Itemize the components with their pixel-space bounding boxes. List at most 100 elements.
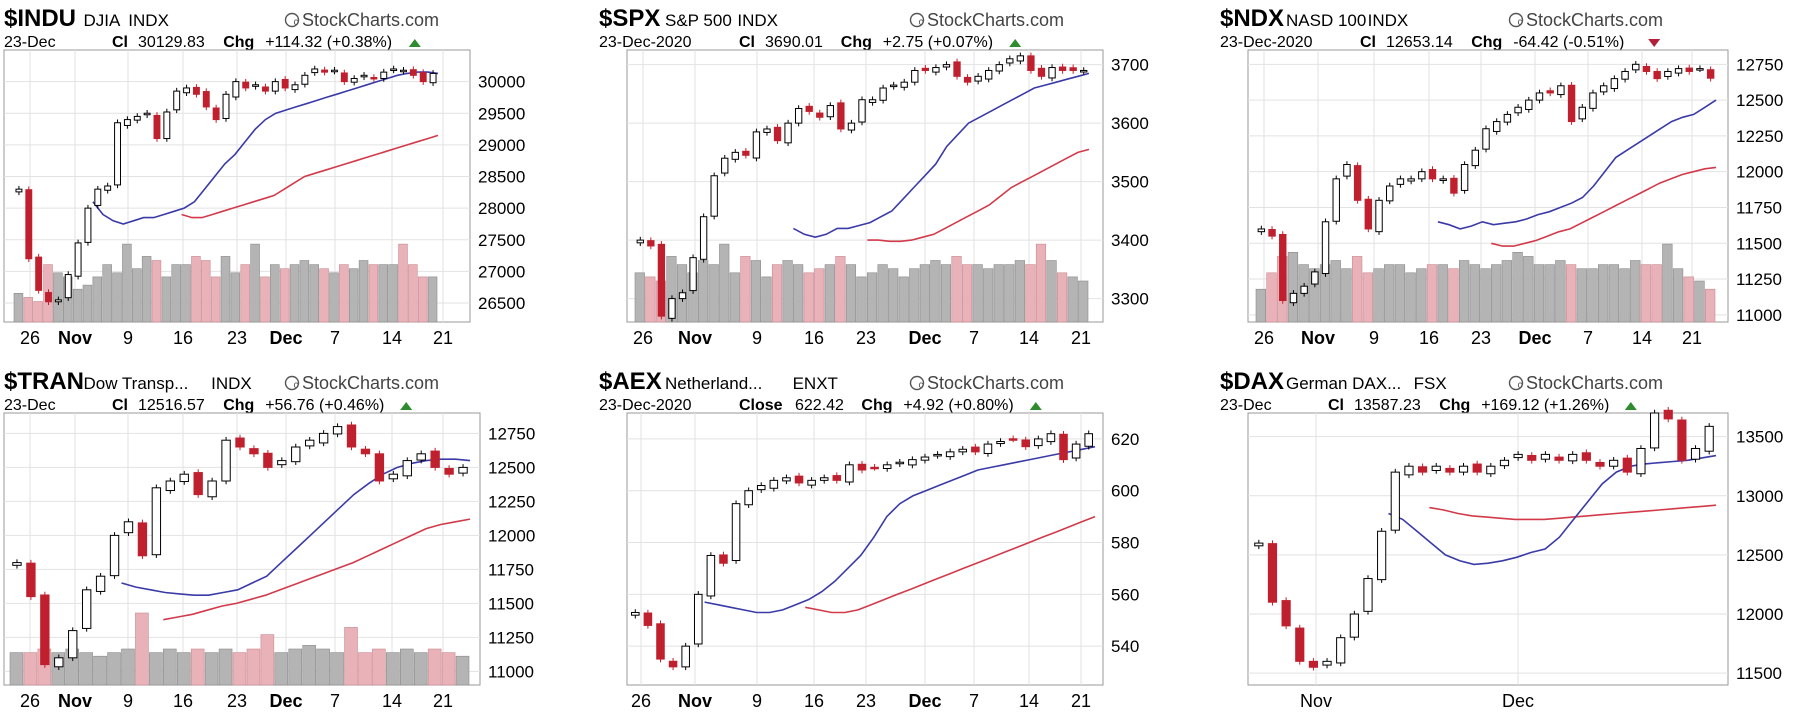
candle-body — [668, 660, 678, 668]
x-tick-label: 7 — [330, 691, 340, 711]
volume-bar — [750, 260, 761, 323]
volume-bar — [181, 264, 191, 323]
y-tick-label: 11250 — [1736, 270, 1782, 289]
chart-panel-indu: $INDU DJIA INDX c StockCharts.com 23-Dec Cl 301… — [0, 0, 584, 358]
volume-bar — [1587, 268, 1598, 323]
copyright-glyph: c — [294, 17, 299, 28]
x-tick-label: Nov — [1300, 691, 1332, 711]
x-tick-label: 14 — [1632, 328, 1652, 348]
candle-body — [94, 188, 102, 206]
volume-bar — [398, 243, 408, 323]
volume-bar — [9, 652, 24, 686]
candle-body — [832, 475, 842, 481]
chart-date: 23-Dec — [4, 34, 56, 51]
volume-bar — [1341, 268, 1352, 323]
volume-bar — [1266, 272, 1277, 323]
x-tick-label: 9 — [752, 328, 762, 348]
volume-bar — [1309, 268, 1320, 323]
volume-bar — [23, 297, 34, 323]
candle-body — [1364, 198, 1373, 230]
volume-bar — [1512, 252, 1523, 323]
plot-area — [3, 412, 481, 686]
volume-bar — [803, 272, 814, 323]
candle-body — [1343, 164, 1351, 177]
y-tick-label: 12750 — [1736, 55, 1783, 74]
candle-body — [40, 594, 50, 666]
candle-body — [123, 521, 134, 534]
candle-body — [25, 189, 33, 260]
candle-body — [1254, 542, 1264, 547]
x-tick-label: Nov — [58, 328, 92, 348]
arrow-up-icon — [400, 402, 413, 410]
candle-body — [631, 611, 640, 616]
candle-body — [656, 623, 665, 660]
watermark: StockCharts.com — [927, 373, 1064, 393]
candle-body — [974, 75, 982, 82]
x-tick-label: 16 — [173, 691, 193, 711]
y-tick-label: 3700 — [1111, 56, 1149, 75]
volume-bar — [339, 264, 349, 323]
watermark: StockCharts.com — [302, 373, 439, 393]
volume-bar — [1426, 264, 1438, 323]
candle-body — [301, 74, 309, 85]
candle-body — [1642, 65, 1651, 72]
x-tick-label: 23 — [1471, 328, 1491, 348]
candle-body — [782, 477, 791, 482]
candle-body — [1554, 456, 1564, 461]
candle-body — [868, 99, 877, 103]
volume-bar — [729, 272, 740, 323]
y-tick-label: 560 — [1111, 585, 1139, 604]
candle-body — [1622, 457, 1632, 473]
index-name: Dow Transp... — [84, 374, 189, 393]
chart-date: 23-Dec — [4, 397, 56, 414]
candle-body — [291, 84, 299, 91]
candle-body — [1486, 465, 1496, 475]
candle-body — [360, 74, 368, 78]
copyright-icon — [284, 12, 300, 28]
y-tick-label: 12500 — [488, 458, 535, 477]
volume-bar — [93, 655, 107, 686]
candle-body — [693, 593, 703, 645]
arrow-up-icon — [408, 39, 421, 47]
volume-bar — [1255, 288, 1266, 323]
volume-bar — [1640, 264, 1652, 323]
y-tick-label: 12250 — [488, 492, 535, 511]
volume-bar — [240, 264, 250, 323]
sma-fast-line — [1437, 99, 1717, 230]
candle-body — [388, 473, 399, 480]
volume-bar — [132, 268, 142, 323]
volume-bar — [1330, 260, 1341, 323]
candle-body — [1527, 454, 1537, 461]
close-value: 12516.57 — [138, 397, 205, 414]
candle-body — [311, 68, 319, 74]
y-tick-label: 29000 — [478, 136, 525, 155]
candle-body — [54, 299, 62, 303]
candle-body — [996, 440, 1005, 445]
sma-fast-line — [1388, 454, 1717, 566]
x-tick-label: 16 — [1419, 328, 1439, 348]
x-tick-label: Dec — [269, 328, 302, 348]
candle-body — [1690, 447, 1701, 460]
candle-body — [744, 490, 753, 506]
x-tick-label: 14 — [382, 691, 402, 711]
y-tick-label: 12000 — [488, 526, 535, 545]
volume-bar — [1662, 243, 1673, 323]
candle-body — [12, 562, 22, 566]
candle-body — [1696, 68, 1704, 71]
sma-slow-line — [867, 148, 1090, 243]
candle-body — [870, 466, 879, 470]
volume-bar — [972, 264, 983, 323]
candle-body — [430, 450, 440, 468]
candle-body — [1610, 78, 1619, 90]
candle-body — [731, 503, 741, 562]
x-tick-label: 7 — [969, 691, 979, 711]
candle-body — [235, 437, 245, 448]
close-label: Cl — [112, 34, 128, 51]
candle-body — [731, 151, 739, 160]
symbol-title: $TRAN — [4, 368, 84, 395]
volume-bar — [1598, 264, 1609, 323]
y-tick-label: 13000 — [1736, 487, 1783, 506]
x-tick-label: 7 — [1583, 328, 1593, 348]
volume-bar — [151, 260, 162, 323]
watermark: StockCharts.com — [1526, 373, 1663, 393]
